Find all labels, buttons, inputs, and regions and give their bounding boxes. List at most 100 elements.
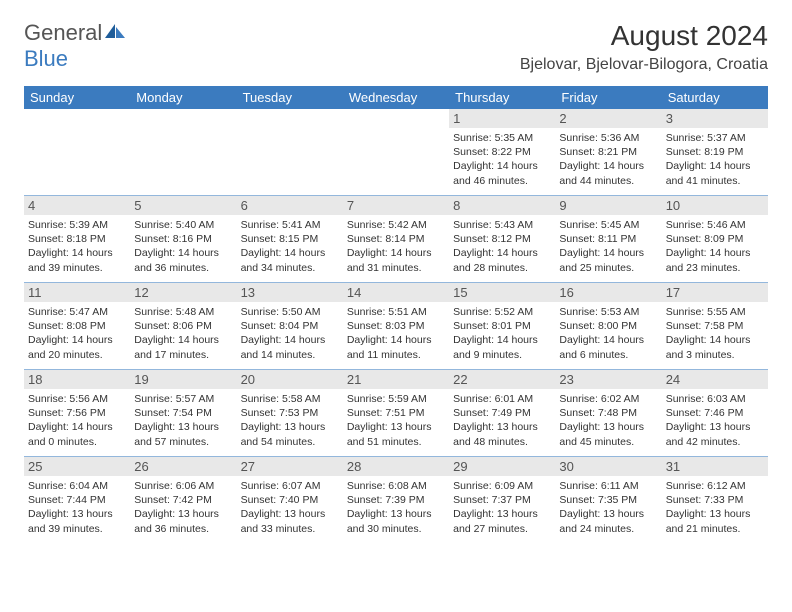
day-cell: 30Sunrise: 6:11 AMSunset: 7:35 PMDayligh… bbox=[555, 457, 661, 543]
day-info-line: Sunset: 7:49 PM bbox=[453, 406, 551, 420]
day-info-line: Sunset: 8:18 PM bbox=[28, 232, 126, 246]
day-info-line: Daylight: 14 hours and 25 minutes. bbox=[559, 246, 657, 274]
day-info-line: Sunrise: 6:02 AM bbox=[559, 392, 657, 406]
day-number: 23 bbox=[555, 370, 661, 389]
day-number: 10 bbox=[662, 196, 768, 215]
day-cell: 7Sunrise: 5:42 AMSunset: 8:14 PMDaylight… bbox=[343, 196, 449, 282]
day-info-line: Sunset: 8:01 PM bbox=[453, 319, 551, 333]
day-header-row: Sunday Monday Tuesday Wednesday Thursday… bbox=[24, 86, 768, 109]
day-info-line: Sunset: 7:33 PM bbox=[666, 493, 764, 507]
day-cell: 19Sunrise: 5:57 AMSunset: 7:54 PMDayligh… bbox=[130, 370, 236, 456]
day-number bbox=[237, 109, 343, 113]
day-info-line: Sunset: 7:53 PM bbox=[241, 406, 339, 420]
day-info-line: Daylight: 13 hours and 33 minutes. bbox=[241, 507, 339, 535]
logo: General Blue bbox=[24, 20, 127, 72]
day-cell: 21Sunrise: 5:59 AMSunset: 7:51 PMDayligh… bbox=[343, 370, 449, 456]
day-info-line: Sunrise: 6:08 AM bbox=[347, 479, 445, 493]
day-info-line: Sunset: 7:51 PM bbox=[347, 406, 445, 420]
day-info-line: Sunrise: 5:59 AM bbox=[347, 392, 445, 406]
day-number: 4 bbox=[24, 196, 130, 215]
day-info-line: Sunset: 7:56 PM bbox=[28, 406, 126, 420]
week-row: 1Sunrise: 5:35 AMSunset: 8:22 PMDaylight… bbox=[24, 109, 768, 195]
month-title: August 2024 bbox=[520, 20, 768, 52]
day-info-line: Sunrise: 5:36 AM bbox=[559, 131, 657, 145]
day-number: 24 bbox=[662, 370, 768, 389]
day-number bbox=[343, 109, 449, 113]
day-info-line: Sunrise: 6:01 AM bbox=[453, 392, 551, 406]
week-separator bbox=[24, 456, 768, 457]
day-cell: 2Sunrise: 5:36 AMSunset: 8:21 PMDaylight… bbox=[555, 109, 661, 195]
day-number: 29 bbox=[449, 457, 555, 476]
day-number: 21 bbox=[343, 370, 449, 389]
title-block: August 2024 Bjelovar, Bjelovar-Bilogora,… bbox=[520, 20, 768, 74]
day-info-line: Sunrise: 5:37 AM bbox=[666, 131, 764, 145]
day-cell bbox=[24, 109, 130, 195]
day-cell: 31Sunrise: 6:12 AMSunset: 7:33 PMDayligh… bbox=[662, 457, 768, 543]
day-info-line: Sunset: 8:00 PM bbox=[559, 319, 657, 333]
day-cell: 26Sunrise: 6:06 AMSunset: 7:42 PMDayligh… bbox=[130, 457, 236, 543]
day-info-line: Daylight: 14 hours and 20 minutes. bbox=[28, 333, 126, 361]
day-info-line: Daylight: 14 hours and 39 minutes. bbox=[28, 246, 126, 274]
dayhead-monday: Monday bbox=[130, 86, 236, 109]
day-number: 17 bbox=[662, 283, 768, 302]
logo-text: General Blue bbox=[24, 20, 127, 72]
logo-sail-icon bbox=[105, 24, 127, 40]
day-info-line: Sunrise: 6:09 AM bbox=[453, 479, 551, 493]
day-info-line: Sunset: 8:16 PM bbox=[134, 232, 232, 246]
dayhead-saturday: Saturday bbox=[662, 86, 768, 109]
day-cell: 4 Sunrise: 5:39 AMSunset: 8:18 PMDaylight… bbox=[24, 196, 130, 282]
day-info-line: Sunset: 8:06 PM bbox=[134, 319, 232, 333]
day-info-line: Sunset: 7:39 PM bbox=[347, 493, 445, 507]
logo-word-blue: Blue bbox=[24, 46, 68, 71]
day-number bbox=[24, 109, 130, 113]
location-label: Bjelovar, Bjelovar-Bilogora, Croatia bbox=[520, 56, 768, 74]
day-info-line: Sunset: 7:37 PM bbox=[453, 493, 551, 507]
day-number: 22 bbox=[449, 370, 555, 389]
day-info-line: Daylight: 14 hours and 23 minutes. bbox=[666, 246, 764, 274]
day-info-line: Sunset: 7:42 PM bbox=[134, 493, 232, 507]
day-number: 19 bbox=[130, 370, 236, 389]
day-info-line: Daylight: 13 hours and 57 minutes. bbox=[134, 420, 232, 448]
week-row: 25Sunrise: 6:04 AMSunset: 7:44 PMDayligh… bbox=[24, 457, 768, 543]
day-number: 7 bbox=[343, 196, 449, 215]
day-info-line: Daylight: 14 hours and 41 minutes. bbox=[666, 159, 764, 187]
day-number: 9 bbox=[555, 196, 661, 215]
day-cell: 16Sunrise: 5:53 AMSunset: 8:00 PMDayligh… bbox=[555, 283, 661, 369]
day-info-line: Sunset: 8:04 PM bbox=[241, 319, 339, 333]
day-info-line: Sunset: 7:46 PM bbox=[666, 406, 764, 420]
day-number: 6 bbox=[237, 196, 343, 215]
day-info-line: Daylight: 14 hours and 6 minutes. bbox=[559, 333, 657, 361]
dayhead-tuesday: Tuesday bbox=[237, 86, 343, 109]
day-info-line: Sunset: 7:58 PM bbox=[666, 319, 764, 333]
day-number: 28 bbox=[343, 457, 449, 476]
day-number: 25 bbox=[24, 457, 130, 476]
day-cell: 27Sunrise: 6:07 AMSunset: 7:40 PMDayligh… bbox=[237, 457, 343, 543]
day-number: 12 bbox=[130, 283, 236, 302]
day-info-line: Sunrise: 5:58 AM bbox=[241, 392, 339, 406]
day-number: 31 bbox=[662, 457, 768, 476]
day-info-line: Sunset: 8:19 PM bbox=[666, 145, 764, 159]
day-info-line: Daylight: 13 hours and 45 minutes. bbox=[559, 420, 657, 448]
day-info-line: Sunset: 8:12 PM bbox=[453, 232, 551, 246]
day-info-line: Sunrise: 5:50 AM bbox=[241, 305, 339, 319]
day-info-line: Sunrise: 6:04 AM bbox=[28, 479, 126, 493]
day-info-line: Daylight: 14 hours and 17 minutes. bbox=[134, 333, 232, 361]
day-number: 2 bbox=[555, 109, 661, 128]
day-cell: 9Sunrise: 5:45 AMSunset: 8:11 PMDaylight… bbox=[555, 196, 661, 282]
day-info-line: Sunrise: 5:39 AM bbox=[28, 218, 126, 232]
day-info-line: Daylight: 14 hours and 28 minutes. bbox=[453, 246, 551, 274]
day-info-line: Sunset: 8:03 PM bbox=[347, 319, 445, 333]
day-info-line: Daylight: 13 hours and 21 minutes. bbox=[666, 507, 764, 535]
day-info-line: Daylight: 13 hours and 27 minutes. bbox=[453, 507, 551, 535]
day-number: 11 bbox=[24, 283, 130, 302]
day-info-line: Sunrise: 5:55 AM bbox=[666, 305, 764, 319]
day-info-line: Sunrise: 5:51 AM bbox=[347, 305, 445, 319]
day-info-line: Daylight: 14 hours and 31 minutes. bbox=[347, 246, 445, 274]
day-cell bbox=[237, 109, 343, 195]
week-separator bbox=[24, 282, 768, 283]
day-cell: 18Sunrise: 5:56 AMSunset: 7:56 PMDayligh… bbox=[24, 370, 130, 456]
day-number: 27 bbox=[237, 457, 343, 476]
day-number: 26 bbox=[130, 457, 236, 476]
day-cell: 23Sunrise: 6:02 AMSunset: 7:48 PMDayligh… bbox=[555, 370, 661, 456]
day-info-line: Sunrise: 5:45 AM bbox=[559, 218, 657, 232]
